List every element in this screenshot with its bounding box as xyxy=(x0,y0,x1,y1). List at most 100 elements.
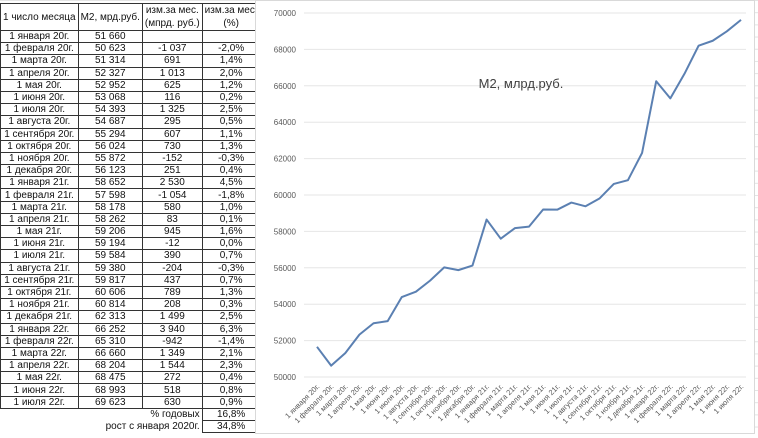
cell[interactable]: -2,0% xyxy=(202,43,260,55)
cell[interactable]: 580 xyxy=(142,201,202,213)
cell[interactable]: 2,3% xyxy=(202,360,260,372)
summary-value[interactable]: 16,8% xyxy=(202,408,260,420)
cell[interactable]: 55 872 xyxy=(78,152,142,164)
cell[interactable]: 1 апреля 21г. xyxy=(1,213,79,225)
cell[interactable]: 2,0% xyxy=(202,67,260,79)
cell[interactable]: 0,9% xyxy=(202,396,260,408)
cell[interactable]: 691 xyxy=(142,55,202,67)
cell[interactable]: -942 xyxy=(142,335,202,347)
cell[interactable]: 272 xyxy=(142,372,202,384)
cell[interactable]: 0,3% xyxy=(202,299,260,311)
cell[interactable]: 1 февраля 20г. xyxy=(1,43,79,55)
cell[interactable]: 2 530 xyxy=(142,177,202,189)
cell[interactable]: 51 314 xyxy=(78,55,142,67)
cell[interactable]: 51 660 xyxy=(78,31,142,43)
cell[interactable]: 66 252 xyxy=(78,323,142,335)
cell[interactable]: 83 xyxy=(142,213,202,225)
cell[interactable]: 56 123 xyxy=(78,165,142,177)
cell[interactable]: 2,1% xyxy=(202,347,260,359)
cell[interactable]: 60 814 xyxy=(78,299,142,311)
cell[interactable]: 56 024 xyxy=(78,140,142,152)
cell[interactable]: 1 марта 22г. xyxy=(1,347,79,359)
cell[interactable]: 54 393 xyxy=(78,104,142,116)
cell[interactable]: -12 xyxy=(142,238,202,250)
cell[interactable]: 1 апреля 20г. xyxy=(1,67,79,79)
cell[interactable]: -204 xyxy=(142,262,202,274)
cell[interactable]: 1 апреля 22г. xyxy=(1,360,79,372)
cell[interactable]: 1 декабря 21г. xyxy=(1,311,79,323)
cell[interactable]: 60 606 xyxy=(78,286,142,298)
cell[interactable]: 1 октября 21г. xyxy=(1,286,79,298)
cell[interactable]: 59 206 xyxy=(78,226,142,238)
cell[interactable]: 68 993 xyxy=(78,384,142,396)
cell[interactable]: 1 июня 20г. xyxy=(1,91,79,103)
cell[interactable]: 0,8% xyxy=(202,384,260,396)
cell[interactable]: 1 августа 20г. xyxy=(1,116,79,128)
cell[interactable]: 57 598 xyxy=(78,189,142,201)
cell[interactable]: 208 xyxy=(142,299,202,311)
cell[interactable]: 1 марта 20г. xyxy=(1,55,79,67)
cell[interactable]: -1 037 xyxy=(142,43,202,55)
cell[interactable]: 0,2% xyxy=(202,91,260,103)
cell[interactable]: 62 313 xyxy=(78,311,142,323)
cell[interactable]: 625 xyxy=(142,79,202,91)
cell[interactable]: 1 августа 21г. xyxy=(1,262,79,274)
cell[interactable]: 1 544 xyxy=(142,360,202,372)
cell[interactable]: 116 xyxy=(142,91,202,103)
cell[interactable]: 0,7% xyxy=(202,274,260,286)
cell[interactable]: 1 ноября 21г. xyxy=(1,299,79,311)
cell[interactable]: 0,5% xyxy=(202,116,260,128)
cell[interactable]: 518 xyxy=(142,384,202,396)
cell[interactable]: 1,1% xyxy=(202,128,260,140)
cell[interactable]: 59 817 xyxy=(78,274,142,286)
cell[interactable]: 0,0% xyxy=(202,238,260,250)
cell[interactable]: 1,4% xyxy=(202,55,260,67)
cell[interactable] xyxy=(142,31,202,43)
cell[interactable]: 1 февраля 21г. xyxy=(1,189,79,201)
cell[interactable]: 1,3% xyxy=(202,286,260,298)
cell[interactable]: -0,3% xyxy=(202,152,260,164)
cell[interactable]: 58 178 xyxy=(78,201,142,213)
cell[interactable]: 1 января 21г. xyxy=(1,177,79,189)
cell[interactable]: 390 xyxy=(142,250,202,262)
cell[interactable]: 1 499 xyxy=(142,311,202,323)
cell[interactable]: 1 мая 21г. xyxy=(1,226,79,238)
cell[interactable]: 2,5% xyxy=(202,104,260,116)
cell[interactable]: 1 ноября 20г. xyxy=(1,152,79,164)
cell[interactable]: 54 687 xyxy=(78,116,142,128)
cell[interactable]: 1,3% xyxy=(202,140,260,152)
cell[interactable]: 1,0% xyxy=(202,201,260,213)
cell[interactable]: 4,5% xyxy=(202,177,260,189)
cell[interactable]: 1 349 xyxy=(142,347,202,359)
cell[interactable]: 789 xyxy=(142,286,202,298)
cell[interactable]: 3 940 xyxy=(142,323,202,335)
cell[interactable]: 1 июня 21г. xyxy=(1,238,79,250)
cell[interactable]: 0,4% xyxy=(202,165,260,177)
cell[interactable]: 1 июля 21г. xyxy=(1,250,79,262)
cell[interactable]: 1,2% xyxy=(202,79,260,91)
cell[interactable]: -1,8% xyxy=(202,189,260,201)
cell[interactable]: 1 июля 22г. xyxy=(1,396,79,408)
cell[interactable]: 1 мая 22г. xyxy=(1,372,79,384)
cell[interactable]: 58 652 xyxy=(78,177,142,189)
cell[interactable]: 251 xyxy=(142,165,202,177)
cell[interactable]: 1 января 22г. xyxy=(1,323,79,335)
cell[interactable]: 1 марта 21г. xyxy=(1,201,79,213)
cell[interactable]: -152 xyxy=(142,152,202,164)
cell[interactable]: 59 194 xyxy=(78,238,142,250)
cell[interactable]: 1 июня 22г. xyxy=(1,384,79,396)
cell[interactable]: 1 013 xyxy=(142,67,202,79)
cell[interactable]: 53 068 xyxy=(78,91,142,103)
cell[interactable]: 1 сентября 21г. xyxy=(1,274,79,286)
cell[interactable]: 58 262 xyxy=(78,213,142,225)
cell[interactable]: 6,3% xyxy=(202,323,260,335)
cell[interactable]: 50 623 xyxy=(78,43,142,55)
cell[interactable]: 59 380 xyxy=(78,262,142,274)
cell[interactable]: 1 325 xyxy=(142,104,202,116)
cell[interactable]: 730 xyxy=(142,140,202,152)
cell[interactable]: 68 204 xyxy=(78,360,142,372)
cell[interactable]: 52 952 xyxy=(78,79,142,91)
cell[interactable]: 66 660 xyxy=(78,347,142,359)
cell[interactable]: 437 xyxy=(142,274,202,286)
cell[interactable]: 0,7% xyxy=(202,250,260,262)
